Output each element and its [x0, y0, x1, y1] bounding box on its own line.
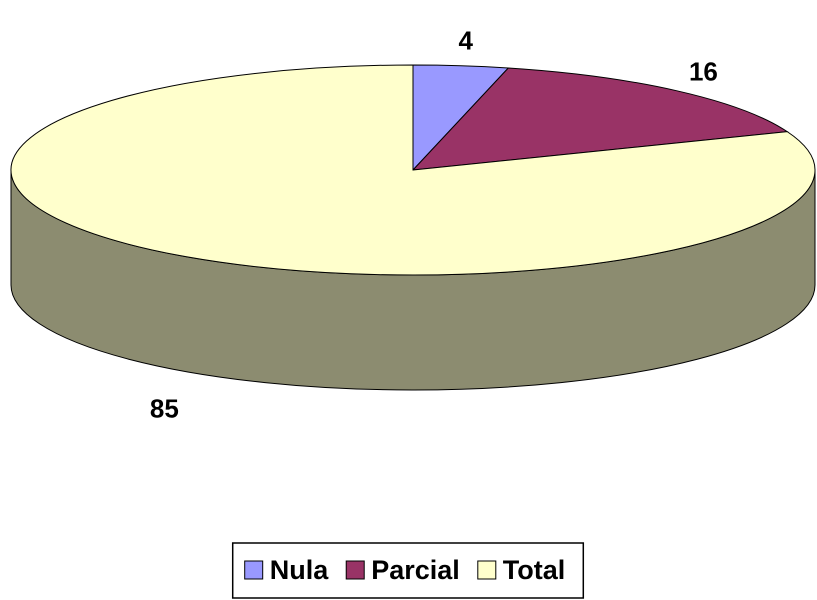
legend: Nula Parcial Total: [231, 542, 585, 599]
data-label: 16: [689, 56, 718, 86]
legend-box: [231, 542, 585, 599]
legend-swatch: [345, 560, 365, 580]
data-label: 85: [150, 394, 179, 424]
legend-swatch: [244, 560, 264, 580]
slice: [10, 64, 816, 276]
legend-label: Parcial: [371, 555, 460, 585]
slice: [411, 67, 789, 171]
data-label: 4: [458, 26, 473, 56]
legend-swatch: [477, 560, 497, 580]
legend-label: Total: [503, 555, 566, 585]
legend-label: Nula: [270, 555, 329, 585]
